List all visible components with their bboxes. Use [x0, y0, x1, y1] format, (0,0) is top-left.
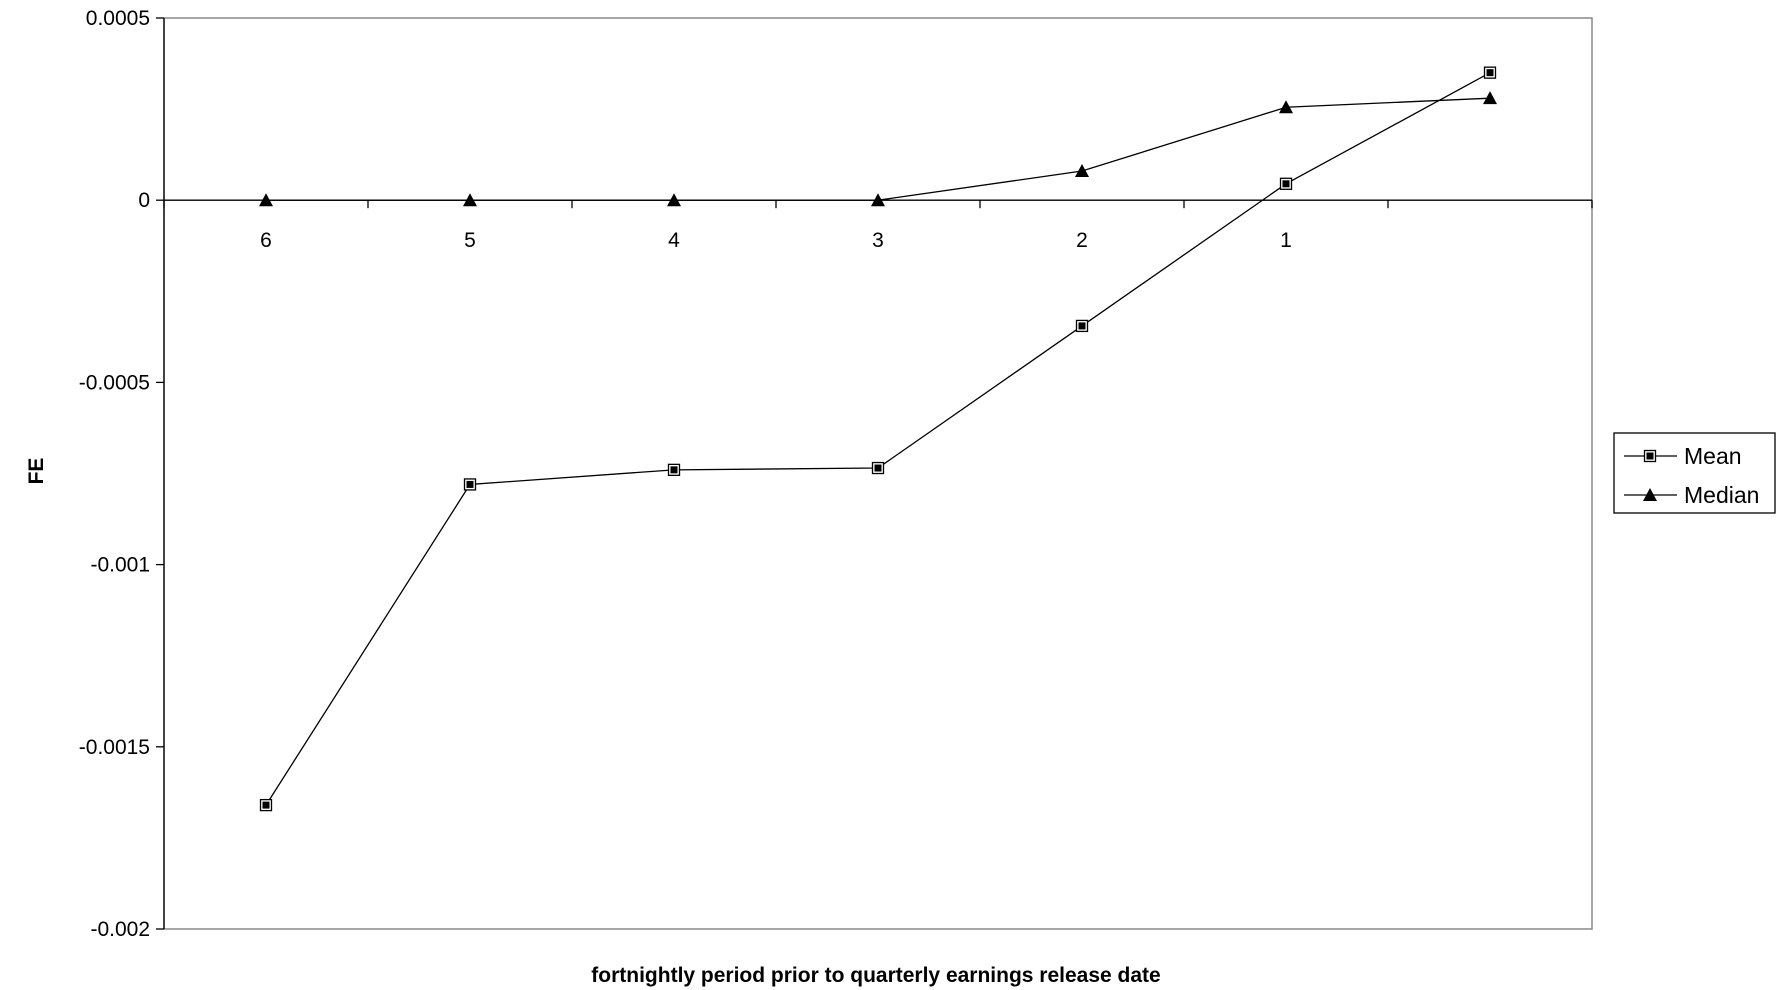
- series-median-line: [266, 97, 1491, 201]
- legend-item-median: Median: [1624, 482, 1759, 508]
- y-tick-label: 0: [138, 189, 150, 212]
- legend: Mean Median: [1613, 432, 1776, 514]
- series-median: [259, 91, 1497, 207]
- y-tick-label: -0.002: [90, 918, 150, 941]
- marker-fill: [670, 466, 678, 474]
- marker-fill: [466, 480, 474, 488]
- series-median-point: [667, 193, 681, 207]
- y-axis-title: FE: [25, 458, 48, 485]
- legend-items: Mean Median: [1624, 443, 1759, 508]
- marker-fill: [1486, 69, 1494, 77]
- series-mean-point: [1075, 319, 1089, 333]
- marker-fill: [1078, 322, 1086, 330]
- legend-label: Median: [1684, 482, 1759, 508]
- y-tick-label: -0.0005: [79, 371, 150, 394]
- legend-marker: [1643, 488, 1657, 501]
- x-tick-label: 1: [1280, 229, 1292, 252]
- series-mean-point: [871, 461, 885, 475]
- series-median-point: [259, 193, 273, 207]
- marker-fill: [874, 464, 882, 472]
- series-mean-point: [1483, 66, 1497, 79]
- series-median-point: [463, 193, 477, 207]
- x-tick-label: 2: [1076, 229, 1088, 252]
- series-median-point: [871, 193, 885, 207]
- series-mean-point: [463, 478, 477, 491]
- series-mean: [259, 66, 1497, 812]
- legend-label: Mean: [1684, 443, 1742, 469]
- legend-box: [1613, 432, 1776, 514]
- marker-fill: [1646, 452, 1654, 460]
- marker-fill: [1282, 180, 1290, 188]
- series-mean-point: [1279, 177, 1293, 190]
- series-mean-point: [259, 798, 273, 812]
- x-tick-label: 5: [464, 229, 476, 252]
- x-axis-title: fortnightly period prior to quarterly ea…: [591, 964, 1160, 987]
- series-median-point: [1279, 100, 1293, 114]
- series-mean-line: [265, 72, 1491, 806]
- series-mean-point: [667, 463, 681, 477]
- y-tick-label: -0.0015: [79, 736, 150, 759]
- x-tick-label: 6: [260, 229, 272, 252]
- series-median-point: [1075, 164, 1089, 178]
- legend-item-mean: Mean: [1624, 443, 1742, 469]
- x-axis: 6 5 4 3 2 1: [163, 199, 1593, 252]
- y-tick-label: -0.001: [90, 554, 150, 577]
- y-axis: 0.0005 0 -0.0005 -0.001 -0.0015 -0.002: [79, 7, 165, 941]
- y-tick-label: 0.0005: [86, 7, 150, 30]
- x-tick-label: 3: [872, 229, 884, 252]
- marker-fill: [262, 801, 270, 809]
- series-layer: [259, 66, 1497, 812]
- legend-marker: [1643, 449, 1657, 463]
- x-tick-label: 4: [668, 229, 680, 252]
- series-median-point: [1483, 91, 1497, 105]
